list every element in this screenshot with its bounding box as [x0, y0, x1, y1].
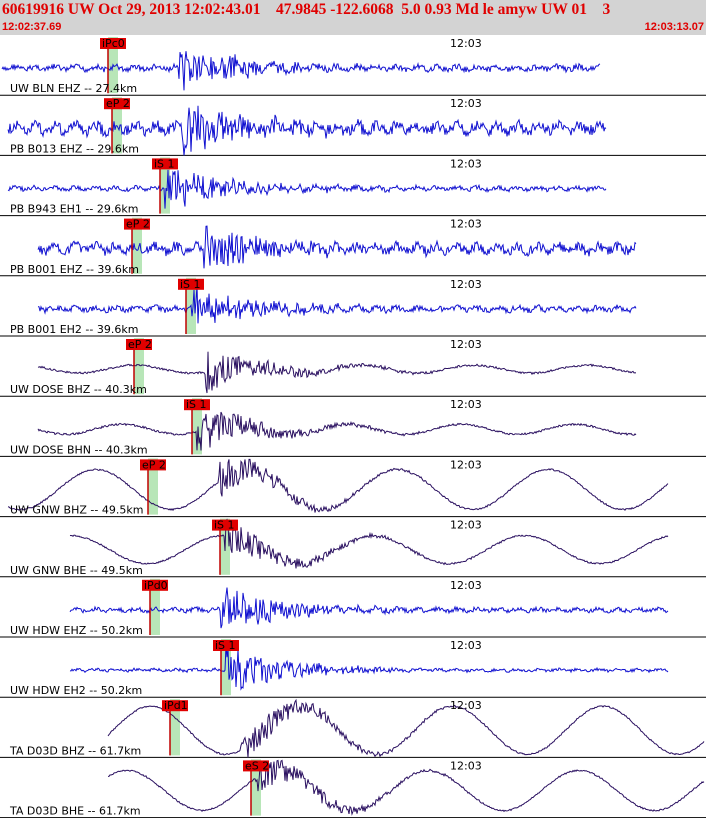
channel-label: UW DOSE BHZ -- 40.3km: [10, 383, 147, 396]
trace-row: eP 2 12:03 UW GNW BHZ -- 49.5km: [0, 458, 706, 518]
pick-label-box: [140, 459, 166, 471]
time-tick-label: 12:03: [450, 579, 482, 592]
trace-row: iPd1 12:03 TA D03D BHZ -- 61.7km: [0, 698, 706, 758]
pick-label-box: [124, 218, 150, 230]
pick-label-box: [142, 579, 168, 591]
pick-label: iPc0: [102, 37, 125, 50]
waveform-line: [37, 351, 637, 394]
pick-label: eP 2: [142, 458, 166, 471]
trace-row: iS 1 12:03 PB B943 EH1 -- 29.6km: [0, 157, 706, 217]
pick-window: [132, 217, 142, 274]
pick-label: iPd1: [164, 699, 188, 712]
time-tick-label: 12:03: [450, 699, 482, 712]
pick-label: iS 1: [154, 157, 175, 170]
channel-label: UW GNW BHE -- 49.5km: [10, 564, 143, 577]
pick-label: iS 1: [186, 398, 207, 411]
pick-label-box: [104, 98, 130, 110]
waveform-line: [69, 518, 669, 569]
pick-window: [148, 458, 158, 515]
pick-label: eS 2: [245, 759, 269, 772]
waveform-line: [7, 105, 607, 156]
waveform-line: [108, 759, 705, 816]
trace-row: iS 1 12:03 UW DOSE BHN -- 40.3km: [0, 398, 706, 457]
seismogram-panel: iPc0 12:03 UW BLN EHZ -- 27.4km eP 2 12:03 PB…: [0, 37, 706, 818]
trace-row: iS 1 12:03 PB B001 EH2 -- 39.6km: [0, 277, 706, 337]
waveform-line: [69, 645, 669, 691]
pick-label-box: [243, 760, 269, 772]
event-header: 60619916 UW Oct 29, 2013 12:02:43.01 47.…: [0, 0, 706, 35]
pick-label-box: [162, 700, 188, 712]
channel-label: UW DOSE BHN -- 40.3km: [10, 443, 148, 456]
channel-label: TA D03D BHE -- 61.7km: [9, 805, 141, 818]
pick-window: [170, 699, 180, 756]
time-tick-label: 12:03: [450, 218, 482, 231]
trace-row: iPc0 12:03 UW BLN EHZ -- 27.4km: [0, 37, 706, 96]
pick-label: iS 1: [214, 519, 235, 532]
waveform-line: [37, 284, 637, 324]
time-tick-label: 12:03: [450, 519, 482, 532]
waveform-line: [37, 411, 637, 451]
time-tick-label: 12:03: [450, 97, 482, 110]
time-tick-label: 12:03: [450, 398, 482, 411]
pick-label: iS 1: [180, 278, 201, 291]
trace-row: eS 2 12:03 TA D03D BHE -- 61.7km: [0, 759, 706, 818]
pick-label-box: [212, 519, 238, 531]
pick-label: iS 1: [215, 639, 236, 652]
waveform-line: [69, 587, 669, 629]
channel-label: PB B943 EH1 -- 29.6km: [10, 203, 138, 216]
pick-label-box: [152, 158, 178, 170]
waveform-line: [107, 698, 705, 758]
pick-label-box: [184, 399, 210, 411]
pick-window: [251, 759, 261, 816]
pick-label: eP 2: [128, 338, 152, 351]
waveform-line: [7, 458, 669, 513]
pick-label: eP 2: [126, 218, 150, 231]
pick-label-box: [178, 278, 204, 290]
pick-label: eP 2: [106, 97, 130, 110]
pick-window: [221, 639, 231, 696]
waveform-line: [1, 51, 601, 91]
time-tick-label: 12:03: [450, 278, 482, 291]
channel-label: UW HDW EHZ -- 50.2km: [10, 624, 143, 637]
time-tick-label: 12:03: [450, 338, 482, 351]
trace-row: iS 1 12:03 UW GNW BHE -- 49.5km: [0, 518, 706, 578]
pick-window: [192, 398, 202, 455]
trace-row: eP 2 12:03 PB B001 EHZ -- 39.6km: [0, 217, 706, 277]
trace-row: iS 1 12:03 UW HDW EH2 -- 50.2km: [0, 639, 706, 698]
channel-label: PB B001 EH2 -- 39.6km: [10, 323, 138, 336]
time-tick-label: 12:03: [450, 37, 482, 50]
pick-window: [150, 578, 160, 635]
channel-label: PB B001 EHZ -- 39.6km: [10, 263, 139, 276]
channel-label: UW GNW BHZ -- 49.5km: [10, 504, 143, 517]
time-tick-label: 12:03: [450, 157, 482, 170]
pick-window: [160, 157, 170, 214]
pick-window: [134, 338, 144, 395]
channel-label: UW BLN EHZ -- 27.4km: [10, 82, 137, 95]
channel-label: TA D03D BHZ -- 61.7km: [9, 744, 141, 757]
pick-label-box: [100, 38, 126, 49]
channel-label: UW HDW EH2 -- 50.2km: [10, 684, 142, 697]
pick-label-box: [213, 640, 239, 651]
trace-row: eP 2 12:03 PB B013 EHZ -- 29.6km: [0, 97, 706, 156]
end-time-label: 12:03:13.07: [644, 21, 704, 33]
pick-label-box: [126, 339, 152, 350]
channel-label: PB B013 EHZ -- 29.6km: [10, 142, 139, 155]
time-tick-label: 12:03: [450, 639, 482, 652]
event-title: 60619916 UW Oct 29, 2013 12:02:43.01 47.…: [2, 1, 611, 18]
waveform-line: [37, 225, 637, 269]
trace-row: iPd0 12:03 UW HDW EHZ -- 50.2km: [0, 578, 706, 638]
trace-row: eP 2 12:03 UW DOSE BHZ -- 40.3km: [0, 338, 706, 397]
time-tick-label: 12:03: [450, 759, 482, 772]
pick-label: iPd0: [144, 579, 168, 592]
time-tick-label: 12:03: [450, 458, 482, 471]
start-time-label: 12:02:37.69: [2, 21, 62, 33]
waveform-line: [7, 169, 607, 209]
